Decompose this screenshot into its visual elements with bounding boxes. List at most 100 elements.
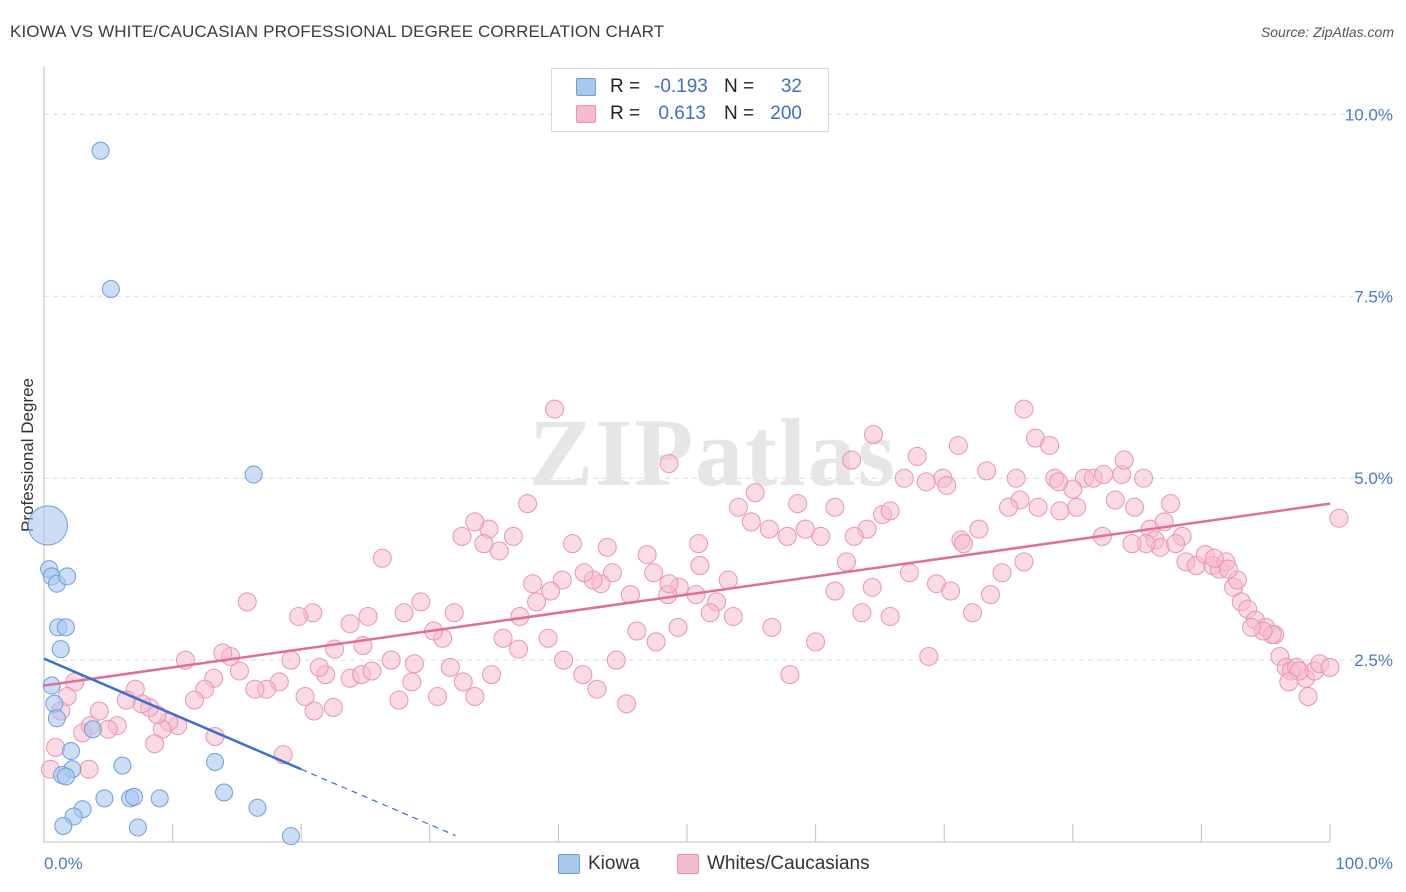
whites-caucasians-series bbox=[40, 399, 1349, 779]
white-point bbox=[281, 650, 301, 670]
r-value: -0.193 bbox=[654, 76, 708, 97]
white-point bbox=[527, 592, 547, 612]
white-point bbox=[862, 577, 882, 597]
white-point bbox=[394, 603, 414, 623]
white-point bbox=[919, 646, 939, 666]
white-point bbox=[646, 632, 666, 652]
white-point bbox=[452, 526, 472, 546]
white-point bbox=[937, 475, 957, 495]
white-point bbox=[381, 650, 401, 670]
white-point bbox=[1242, 617, 1262, 637]
white-point bbox=[340, 614, 360, 634]
white-point bbox=[1006, 468, 1026, 488]
kiowa-point bbox=[128, 818, 147, 837]
white-point bbox=[780, 665, 800, 685]
white-point bbox=[574, 563, 594, 583]
white-point bbox=[953, 534, 973, 554]
legend-label: Whites/Caucasians bbox=[707, 853, 870, 874]
white-point bbox=[723, 606, 743, 626]
kiowa-point bbox=[206, 752, 225, 771]
white-point bbox=[627, 621, 647, 641]
white-point bbox=[402, 672, 422, 692]
kiowa-trend-line bbox=[43, 657, 302, 771]
white-point bbox=[899, 563, 919, 583]
white-point bbox=[1125, 497, 1145, 517]
white-point bbox=[245, 679, 265, 699]
stats-row-white: R = 0.613 N = 200 bbox=[552, 101, 828, 127]
white-point bbox=[880, 606, 900, 626]
white-point bbox=[728, 497, 748, 517]
white-point bbox=[700, 603, 720, 623]
white-point bbox=[389, 690, 409, 710]
y-tick-label: 2.5% bbox=[1354, 651, 1393, 670]
legend-label: Kiowa bbox=[588, 853, 640, 874]
white-point bbox=[411, 592, 431, 612]
kiowa-point bbox=[95, 789, 114, 808]
white-point bbox=[597, 537, 617, 557]
white-point bbox=[1161, 494, 1181, 514]
kiowa-series bbox=[27, 141, 300, 846]
kiowa-point bbox=[244, 465, 263, 484]
white-point bbox=[1014, 552, 1034, 572]
white-trend-line bbox=[43, 502, 1331, 687]
white-point bbox=[941, 581, 961, 601]
white-point bbox=[745, 483, 765, 503]
white-point bbox=[880, 501, 900, 521]
white-point bbox=[474, 534, 494, 554]
white-point bbox=[718, 570, 738, 590]
white-point bbox=[1114, 450, 1134, 470]
white-point bbox=[606, 650, 626, 670]
white-point bbox=[637, 545, 657, 565]
n-label: N = bbox=[724, 76, 755, 97]
white-point bbox=[999, 497, 1018, 517]
white-point bbox=[503, 526, 523, 546]
tick-labels: 2.5% 5.0% 7.5% 10.0% 0.0% 100.0% bbox=[44, 105, 1393, 873]
white-point bbox=[372, 548, 392, 568]
white-point bbox=[1218, 559, 1238, 579]
white-point bbox=[863, 425, 883, 445]
y-tick-label: 10.0% bbox=[1345, 105, 1393, 124]
kiowa-point bbox=[83, 720, 102, 739]
kiowa-point bbox=[51, 640, 70, 659]
white-point bbox=[980, 585, 1000, 605]
gridlines bbox=[44, 113, 1395, 661]
white-point bbox=[1166, 534, 1186, 554]
white-point bbox=[323, 697, 343, 717]
white-point bbox=[795, 519, 815, 539]
n-label: N = bbox=[724, 103, 755, 124]
n-value: 32 bbox=[780, 76, 802, 97]
white-point bbox=[1204, 548, 1224, 568]
white-point bbox=[1122, 534, 1142, 554]
x-tick-label-min: 0.0% bbox=[44, 854, 83, 873]
axes bbox=[43, 66, 1331, 843]
white-point bbox=[184, 690, 204, 710]
white-point bbox=[741, 512, 761, 532]
white-point bbox=[969, 519, 989, 539]
white-point bbox=[659, 574, 679, 594]
white-swatch bbox=[576, 105, 596, 123]
white-point bbox=[844, 526, 864, 546]
white-point bbox=[1329, 508, 1349, 528]
white-point bbox=[1105, 490, 1125, 510]
white-point bbox=[842, 450, 862, 470]
r-label: R = bbox=[610, 76, 641, 97]
white-point bbox=[762, 617, 782, 637]
x-tick-label-max: 100.0% bbox=[1335, 854, 1393, 873]
trend-lines bbox=[43, 502, 1331, 837]
watermark: ZIPatlas bbox=[529, 399, 897, 506]
white-point bbox=[358, 606, 378, 626]
white-point bbox=[788, 494, 808, 514]
white-point bbox=[1014, 399, 1034, 419]
white-point bbox=[962, 603, 982, 623]
kiowa-point bbox=[101, 280, 120, 299]
white-point bbox=[89, 701, 109, 721]
kiowa-point bbox=[56, 767, 75, 786]
y-tick-label: 5.0% bbox=[1354, 469, 1393, 488]
y-tick-label: 7.5% bbox=[1354, 287, 1393, 306]
white-point bbox=[545, 399, 565, 419]
white-point bbox=[759, 519, 779, 539]
white-point bbox=[836, 552, 856, 572]
kiowa-point bbox=[27, 505, 68, 546]
r-value: 0.613 bbox=[658, 103, 706, 124]
